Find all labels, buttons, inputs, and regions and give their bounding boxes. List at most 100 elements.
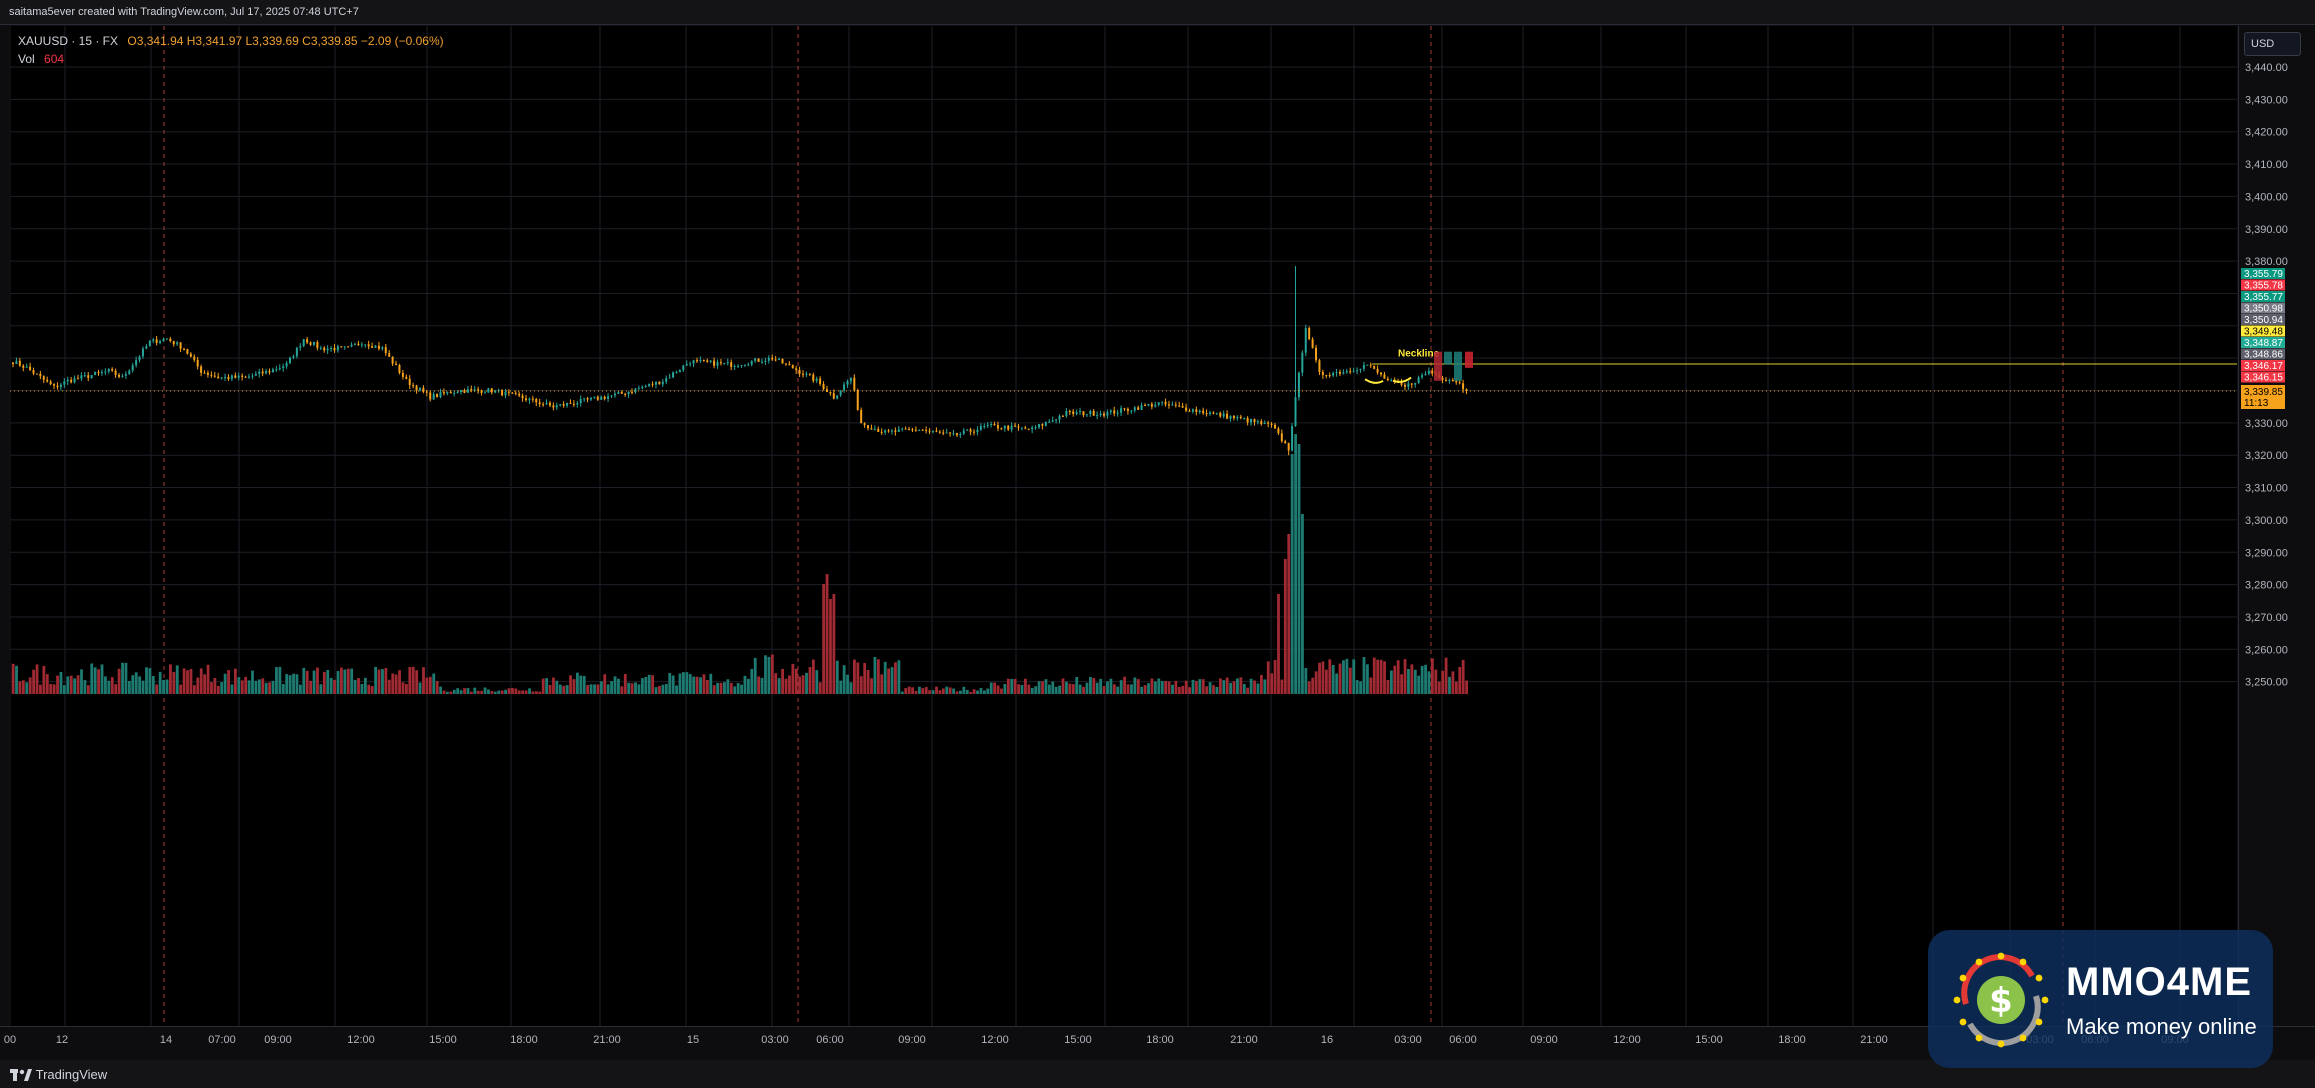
candle-body xyxy=(1315,347,1318,361)
volume-bar xyxy=(1232,681,1236,694)
time-tick-label: 07:00 xyxy=(208,1034,236,1046)
volume-bar xyxy=(275,667,278,694)
candle-body xyxy=(1024,427,1027,429)
candle-body xyxy=(405,376,408,379)
volume-bar xyxy=(582,676,586,694)
volume-bar xyxy=(1297,444,1301,694)
candle-body xyxy=(1007,425,1010,430)
candle-body xyxy=(1075,412,1078,414)
candle-body xyxy=(347,346,350,348)
volume-bar xyxy=(1119,680,1123,694)
volume-bar xyxy=(514,688,518,694)
candle-body xyxy=(757,358,760,362)
candle-body xyxy=(1055,419,1058,421)
candle-body xyxy=(292,356,295,358)
volume-bar xyxy=(1089,676,1092,694)
candle-body xyxy=(15,360,18,364)
candle-body xyxy=(993,423,996,426)
volume-bar xyxy=(709,673,713,694)
volume-bar xyxy=(876,659,880,694)
candle-body xyxy=(1133,407,1136,411)
volume-bar xyxy=(695,676,699,694)
volume-bar xyxy=(935,686,938,694)
volume-bar xyxy=(1037,681,1041,694)
projection-box xyxy=(1465,351,1473,368)
volume-bar xyxy=(32,669,36,694)
candle-body xyxy=(778,358,781,360)
volume-bar xyxy=(97,669,100,694)
price-tag-value: 3,355.77 xyxy=(2244,292,2283,303)
volume-bar xyxy=(391,673,395,694)
volume-bar xyxy=(165,679,169,694)
candle-body xyxy=(531,398,534,400)
candle-body xyxy=(210,374,213,376)
candle-body xyxy=(1109,410,1112,413)
volume-bar xyxy=(617,678,620,694)
bottom-bar: TradingView xyxy=(0,1060,2315,1088)
grid xyxy=(10,26,2237,1026)
candle-body xyxy=(388,353,391,357)
chart-pane[interactable]: Neckline xyxy=(10,26,2237,1026)
time-tick-label: 06:00 xyxy=(816,1034,844,1046)
candle-body xyxy=(887,430,890,432)
candle-body xyxy=(422,387,425,392)
volume-bar xyxy=(377,669,381,694)
volume-bar xyxy=(678,673,682,694)
volume-bar xyxy=(1366,664,1369,694)
candle-body xyxy=(1308,327,1311,340)
candle-body xyxy=(870,428,873,430)
candle-body xyxy=(285,363,288,367)
volume-bar xyxy=(384,667,388,694)
candle-body xyxy=(808,373,811,375)
candle-body xyxy=(1038,424,1040,428)
candle-body xyxy=(525,398,527,401)
tradingview-icon xyxy=(10,1068,32,1081)
candle-body xyxy=(1345,371,1348,373)
volume-bar xyxy=(699,677,702,694)
volume-bar xyxy=(1304,668,1308,694)
price-axis[interactable]: 3,440.00 3,430.00 3,420.00 3,410.00 3,400.00… xyxy=(2238,26,2315,1026)
volume-bar xyxy=(729,682,733,694)
volume-label[interactable]: Vol xyxy=(18,52,35,66)
candle-body xyxy=(1304,327,1307,353)
volume-bar xyxy=(121,662,124,694)
volume-bar xyxy=(1071,684,1075,694)
volume-bar xyxy=(182,668,186,694)
volume-bar xyxy=(230,684,234,694)
volume-bar xyxy=(425,677,429,694)
volume-bar xyxy=(408,667,412,694)
candle-body xyxy=(94,372,97,376)
candle-body xyxy=(360,344,363,346)
volume-bar xyxy=(832,594,836,694)
top-attribution-bar: saitama5ever created with TradingView.co… xyxy=(0,0,2315,25)
volume-bar xyxy=(1321,661,1325,694)
tradingview-logo[interactable]: TradingView xyxy=(10,1066,107,1082)
candle-body xyxy=(579,398,582,404)
volume-bar xyxy=(21,680,25,694)
volume-bar xyxy=(240,680,244,694)
volume-bar xyxy=(938,690,942,694)
volume-bar xyxy=(1201,679,1205,694)
candle-body xyxy=(1154,404,1157,407)
candle-body xyxy=(620,392,623,394)
volume-bar xyxy=(1024,678,1027,694)
candle-body xyxy=(1157,402,1160,405)
volume-bar xyxy=(1311,677,1315,694)
candle-body xyxy=(1250,419,1253,423)
time-tick-label: 09:00 xyxy=(1530,1034,1558,1046)
volume-bar xyxy=(630,683,634,694)
candle-body xyxy=(1072,411,1075,414)
volume-bar xyxy=(1236,678,1239,694)
currency-selector[interactable]: USD xyxy=(2244,32,2301,56)
candle-body xyxy=(952,433,955,435)
volume-bar xyxy=(965,689,969,694)
candle-body xyxy=(719,362,722,364)
volume-bar xyxy=(1437,681,1441,694)
symbol-label[interactable]: XAUUSD · 15 · FX xyxy=(18,34,119,48)
volume-bar xyxy=(1307,681,1311,694)
price-chart[interactable]: Neckline xyxy=(10,26,2237,1026)
candle-body xyxy=(1226,413,1229,419)
candle-body xyxy=(586,398,589,400)
volume-bar xyxy=(1143,685,1147,694)
candle-body xyxy=(822,383,825,390)
